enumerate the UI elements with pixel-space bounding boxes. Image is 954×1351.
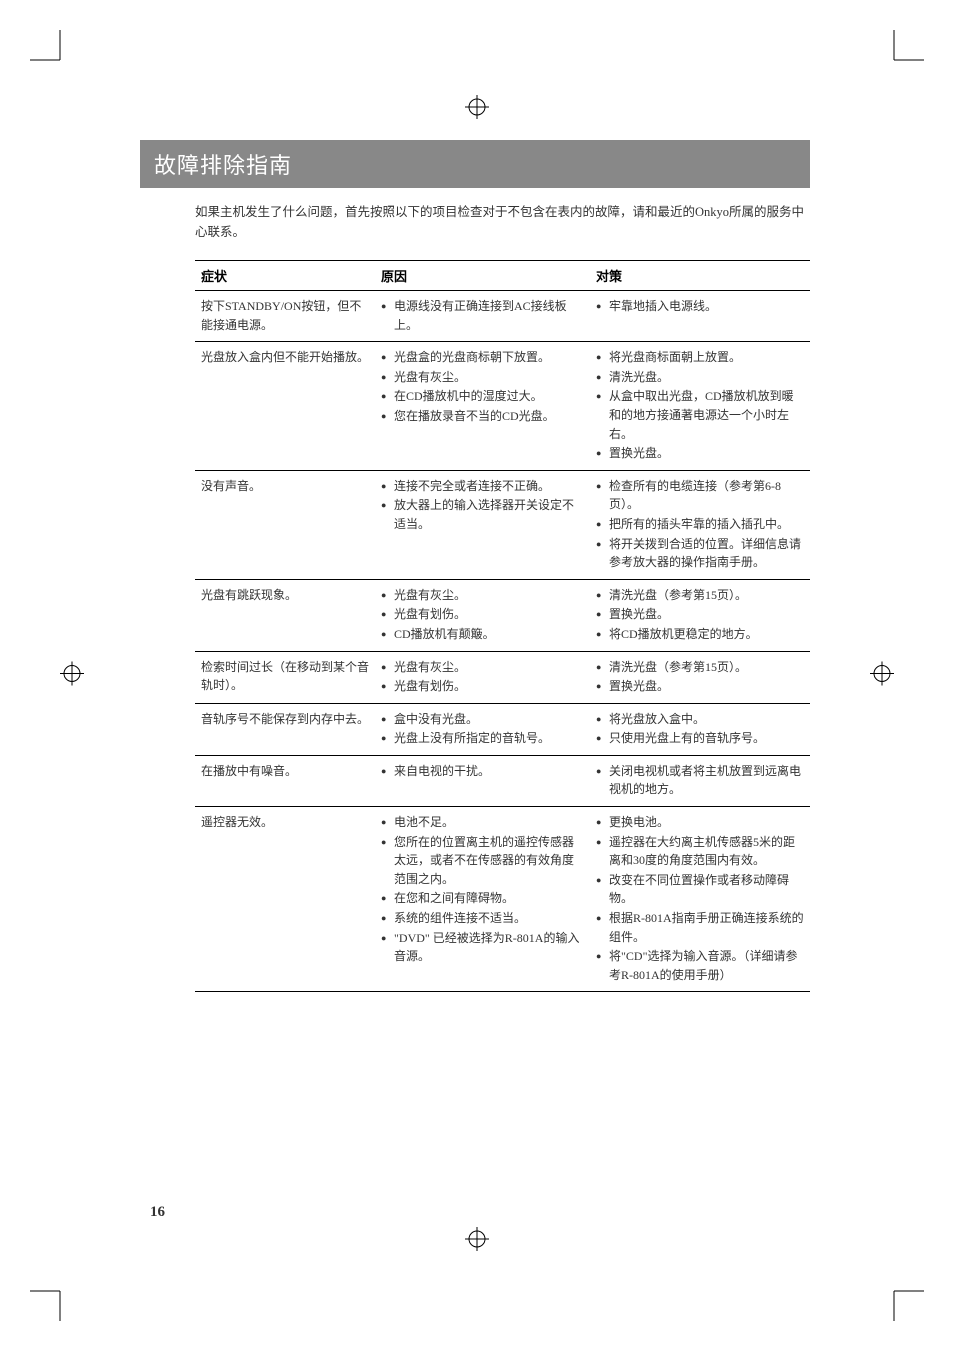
symptom-cell: 检索时间过长（在移动到某个音轨时）。: [195, 651, 375, 703]
solution-item: 从盒中取出光盘，CD播放机放到暖和的地方接通著电源达一个小时左右。: [596, 387, 804, 443]
solution-item: 更换电池。: [596, 813, 804, 832]
solution-item: 清洗光盘（参考第15页）。: [596, 658, 804, 677]
table-row: 光盘有跳跃现象。光盘有灰尘。光盘有划伤。CD播放机有颠簸。清洗光盘（参考第15页…: [195, 579, 810, 651]
cause-item: 光盘有灰尘。: [381, 368, 584, 387]
symptom-cell: 光盘有跳跃现象。: [195, 579, 375, 651]
symptom-cell: 在播放中有噪音。: [195, 755, 375, 806]
symptom-cell: 光盘放入盒内但不能开始播放。: [195, 342, 375, 471]
table-row: 遥控器无效。电池不足。您所在的位置离主机的遥控传感器太远，或者不在传感器的有效角…: [195, 807, 810, 992]
cause-item: 光盘有灰尘。: [381, 586, 584, 605]
solution-cell: 将光盘商标面朝上放置。清洗光盘。从盒中取出光盘，CD播放机放到暖和的地方接通著电…: [590, 342, 810, 471]
cause-item: 放大器上的输入选择器开关设定不适当。: [381, 496, 584, 533]
table-row: 音轨序号不能保存到内存中去。盒中没有光盘。光盘上没有所指定的音轨号。将光盘放入盒…: [195, 703, 810, 755]
cause-item: 盒中没有光盘。: [381, 710, 584, 729]
page-content: 故障排除指南 如果主机发生了什么问题，首先按照以下的项目检查对于不包含在表内的故…: [140, 140, 810, 992]
cause-item: 在您和之间有障碍物。: [381, 889, 584, 908]
cause-item: 您在播放录音不当的CD光盘。: [381, 407, 584, 426]
symptom-cell: 遥控器无效。: [195, 807, 375, 992]
cause-item: "DVD" 已经被选择为R-801A的输入音源。: [381, 929, 584, 966]
solution-item: 将CD播放机更稳定的地方。: [596, 625, 804, 644]
crop-mark-br: [884, 1281, 924, 1321]
solution-item: 置换光盘。: [596, 677, 804, 696]
intro-text: 如果主机发生了什么问题，首先按照以下的项目检查对于不包含在表内的故障，请和最近的…: [195, 202, 810, 242]
cause-item: 连接不完全或者连接不正确。: [381, 477, 584, 496]
solution-item: 置换光盘。: [596, 444, 804, 463]
cause-item: 光盘盒的光盘商标朝下放置。: [381, 348, 584, 367]
solution-item: 将开关拨到合适的位置。详细信息请参考放大器的操作指南手册。: [596, 535, 804, 572]
troubleshoot-table: 症状 原因 对策 按下STANDBY/ON按钮，但不能接通电源。电源线没有正确连…: [195, 260, 810, 992]
page-title: 故障排除指南: [140, 140, 810, 188]
cause-item: 您所在的位置离主机的遥控传感器太远，或者不在传感器的有效角度范围之内。: [381, 833, 584, 889]
solution-cell: 更换电池。遥控器在大约离主机传感器5米的距离和30度的角度范围内有效。改变在不同…: [590, 807, 810, 992]
cause-cell: 光盘有灰尘。光盘有划伤。: [375, 651, 590, 703]
symptom-cell: 音轨序号不能保存到内存中去。: [195, 703, 375, 755]
solution-item: 清洗光盘。: [596, 368, 804, 387]
crop-mark-tr: [884, 30, 924, 70]
solution-item: 将"CD"选择为输入音源。（详细请参考R-801A的使用手册）: [596, 947, 804, 984]
cause-item: CD播放机有颠簸。: [381, 625, 584, 644]
registration-mark-bottom: [465, 1227, 489, 1256]
cause-cell: 连接不完全或者连接不正确。放大器上的输入选择器开关设定不适当。: [375, 470, 590, 579]
symptom-cell: 没有声音。: [195, 470, 375, 579]
solution-item: 关闭电视机或者将主机放置到远离电视机的地方。: [596, 762, 804, 799]
table-row: 按下STANDBY/ON按钮，但不能接通电源。电源线没有正确连接到AC接线板上。…: [195, 291, 810, 342]
solution-item: 只使用光盘上有的音轨序号。: [596, 729, 804, 748]
cause-cell: 电池不足。您所在的位置离主机的遥控传感器太远，或者不在传感器的有效角度范围之内。…: [375, 807, 590, 992]
solution-cell: 牢靠地插入电源线。: [590, 291, 810, 342]
cause-cell: 光盘盒的光盘商标朝下放置。光盘有灰尘。在CD播放机中的湿度过大。您在播放录音不当…: [375, 342, 590, 471]
registration-mark-right: [870, 661, 894, 690]
cause-item: 系统的组件连接不适当。: [381, 909, 584, 928]
table-body: 按下STANDBY/ON按钮，但不能接通电源。电源线没有正确连接到AC接线板上。…: [195, 291, 810, 992]
cause-item: 光盘有划伤。: [381, 677, 584, 696]
cause-item: 光盘有灰尘。: [381, 658, 584, 677]
solution-cell: 清洗光盘（参考第15页）。置换光盘。: [590, 651, 810, 703]
header-solution: 对策: [590, 261, 810, 291]
cause-item: 电池不足。: [381, 813, 584, 832]
page-number: 16: [150, 1204, 165, 1221]
cause-item: 电源线没有正确连接到AC接线板上。: [381, 297, 584, 334]
table-row: 检索时间过长（在移动到某个音轨时）。光盘有灰尘。光盘有划伤。清洗光盘（参考第15…: [195, 651, 810, 703]
solution-cell: 关闭电视机或者将主机放置到远离电视机的地方。: [590, 755, 810, 806]
solution-item: 根据R-801A指南手册正确连接系统的组件。: [596, 909, 804, 946]
cause-item: 光盘有划伤。: [381, 605, 584, 624]
cause-cell: 来自电视的干扰。: [375, 755, 590, 806]
cause-item: 来自电视的干扰。: [381, 762, 584, 781]
crop-mark-tl: [30, 30, 70, 70]
solution-cell: 检查所有的电缆连接（参考第6-8页）。把所有的插头牢靠的插入插孔中。将开关拨到合…: [590, 470, 810, 579]
solution-item: 牢靠地插入电源线。: [596, 297, 804, 316]
header-symptom: 症状: [195, 261, 375, 291]
header-cause: 原因: [375, 261, 590, 291]
registration-mark-left: [60, 661, 84, 690]
solution-item: 置换光盘。: [596, 605, 804, 624]
crop-mark-bl: [30, 1281, 70, 1321]
solution-item: 清洗光盘（参考第15页）。: [596, 586, 804, 605]
solution-item: 把所有的插头牢靠的插入插孔中。: [596, 515, 804, 534]
cause-cell: 光盘有灰尘。光盘有划伤。CD播放机有颠簸。: [375, 579, 590, 651]
solution-cell: 将光盘放入盒中。只使用光盘上有的音轨序号。: [590, 703, 810, 755]
table-row: 光盘放入盒内但不能开始播放。光盘盒的光盘商标朝下放置。光盘有灰尘。在CD播放机中…: [195, 342, 810, 471]
cause-cell: 盒中没有光盘。光盘上没有所指定的音轨号。: [375, 703, 590, 755]
cause-item: 光盘上没有所指定的音轨号。: [381, 729, 584, 748]
cause-cell: 电源线没有正确连接到AC接线板上。: [375, 291, 590, 342]
registration-mark-top: [465, 95, 489, 124]
table-row: 在播放中有噪音。来自电视的干扰。关闭电视机或者将主机放置到远离电视机的地方。: [195, 755, 810, 806]
solution-cell: 清洗光盘（参考第15页）。置换光盘。将CD播放机更稳定的地方。: [590, 579, 810, 651]
solution-item: 将光盘商标面朝上放置。: [596, 348, 804, 367]
solution-item: 检查所有的电缆连接（参考第6-8页）。: [596, 477, 804, 514]
solution-item: 遥控器在大约离主机传感器5米的距离和30度的角度范围内有效。: [596, 833, 804, 870]
symptom-cell: 按下STANDBY/ON按钮，但不能接通电源。: [195, 291, 375, 342]
solution-item: 改变在不同位置操作或者移动障碍物。: [596, 871, 804, 908]
solution-item: 将光盘放入盒中。: [596, 710, 804, 729]
cause-item: 在CD播放机中的湿度过大。: [381, 387, 584, 406]
table-row: 没有声音。连接不完全或者连接不正确。放大器上的输入选择器开关设定不适当。检查所有…: [195, 470, 810, 579]
